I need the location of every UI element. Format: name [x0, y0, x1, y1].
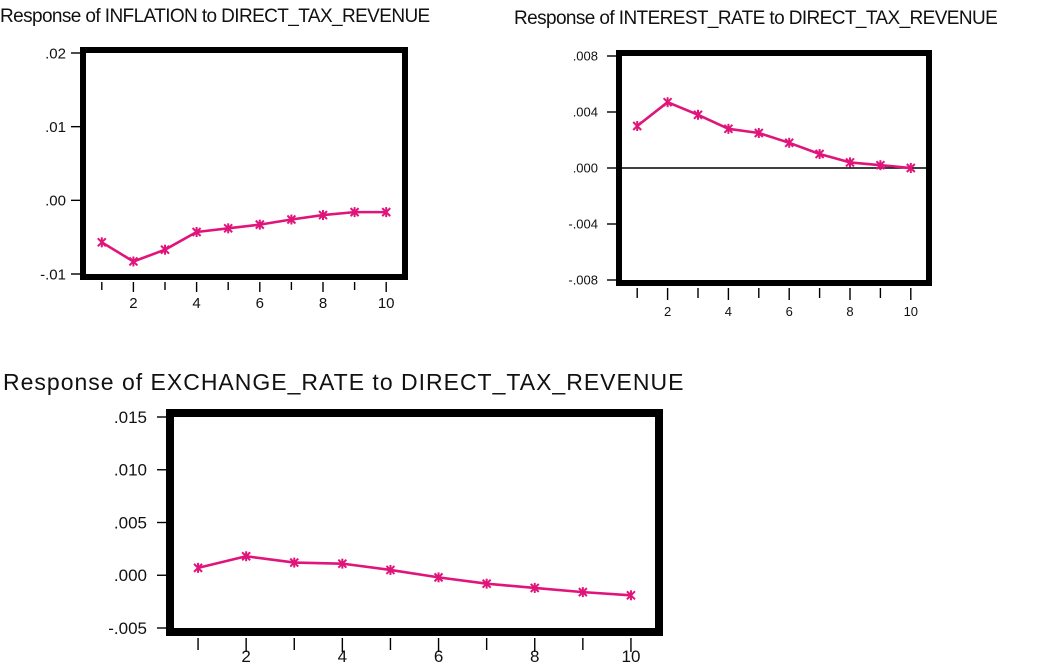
series-line [636, 100, 911, 170]
x-tick-label: 10 [378, 295, 395, 312]
x-tick-label: 10 [904, 304, 918, 319]
x-tick-label: 6 [434, 647, 443, 666]
data-point [97, 237, 107, 248]
x-tick-label: 10 [621, 647, 640, 666]
data-point [286, 214, 297, 225]
data-point [481, 578, 492, 589]
x-tick-label: 8 [846, 304, 853, 319]
x-tick-label: 4 [338, 647, 347, 666]
y-tick-label: .008 [573, 49, 598, 64]
x-tick-label: 6 [256, 295, 264, 312]
x-tick-label: 8 [319, 295, 327, 312]
data-point [349, 207, 360, 218]
data-point [381, 207, 391, 218]
data-point [632, 121, 642, 131]
y-tick-label: -.005 [108, 619, 147, 638]
x-tick-label: 2 [664, 304, 671, 319]
y-tick-label: .000 [573, 161, 598, 176]
y-tick-label: -.008 [568, 273, 598, 288]
y-tick-label: .004 [573, 105, 598, 120]
data-point [241, 551, 251, 562]
data-point [160, 244, 170, 255]
data-point [754, 128, 764, 138]
data-point [723, 123, 734, 134]
series-line [101, 210, 387, 263]
x-tick-label: 2 [241, 647, 250, 666]
y-tick-label: .01 [45, 119, 66, 136]
y-tick-label: .02 [45, 45, 66, 62]
data-point [662, 97, 673, 108]
data-point [784, 137, 794, 148]
plot-frame [80, 47, 408, 280]
data-point [289, 557, 299, 568]
chart-title: Response of EXCHANGE_RATE to DIRECT_TAX_… [3, 369, 685, 395]
data-point [906, 163, 916, 173]
y-tick-label: -.004 [568, 217, 598, 232]
chart-title: Response of INFLATION to DIRECT_TAX_REVE… [0, 6, 430, 27]
y-tick-label: .015 [114, 408, 147, 427]
data-point [193, 562, 203, 573]
data-point [693, 109, 703, 120]
y-tick-label: .005 [114, 513, 147, 532]
y-tick-label: .010 [114, 461, 147, 480]
plot-frame [166, 409, 663, 636]
data-point [530, 582, 540, 593]
data-point [318, 210, 328, 221]
x-tick-label: 6 [786, 304, 793, 319]
data-point [814, 149, 825, 159]
data-point [875, 160, 886, 171]
data-point [255, 219, 265, 230]
data-point [128, 256, 139, 267]
data-point [578, 587, 588, 598]
x-tick-label: 4 [725, 304, 732, 319]
series-line [197, 554, 632, 597]
x-tick-label: 2 [129, 295, 137, 312]
x-tick-label: 8 [530, 647, 539, 666]
x-tick-label: 4 [192, 295, 200, 312]
data-point [337, 558, 348, 569]
data-point [191, 227, 202, 238]
y-tick-label: .00 [45, 193, 66, 210]
data-point [385, 564, 396, 575]
y-tick-label: -.01 [40, 266, 66, 283]
data-point [626, 590, 636, 601]
chart-title: Response of INTEREST_RATE to DIRECT_TAX_… [514, 8, 998, 29]
y-tick-label: .000 [114, 566, 147, 585]
data-point [223, 223, 233, 234]
data-point [433, 572, 444, 583]
data-point [845, 157, 855, 168]
